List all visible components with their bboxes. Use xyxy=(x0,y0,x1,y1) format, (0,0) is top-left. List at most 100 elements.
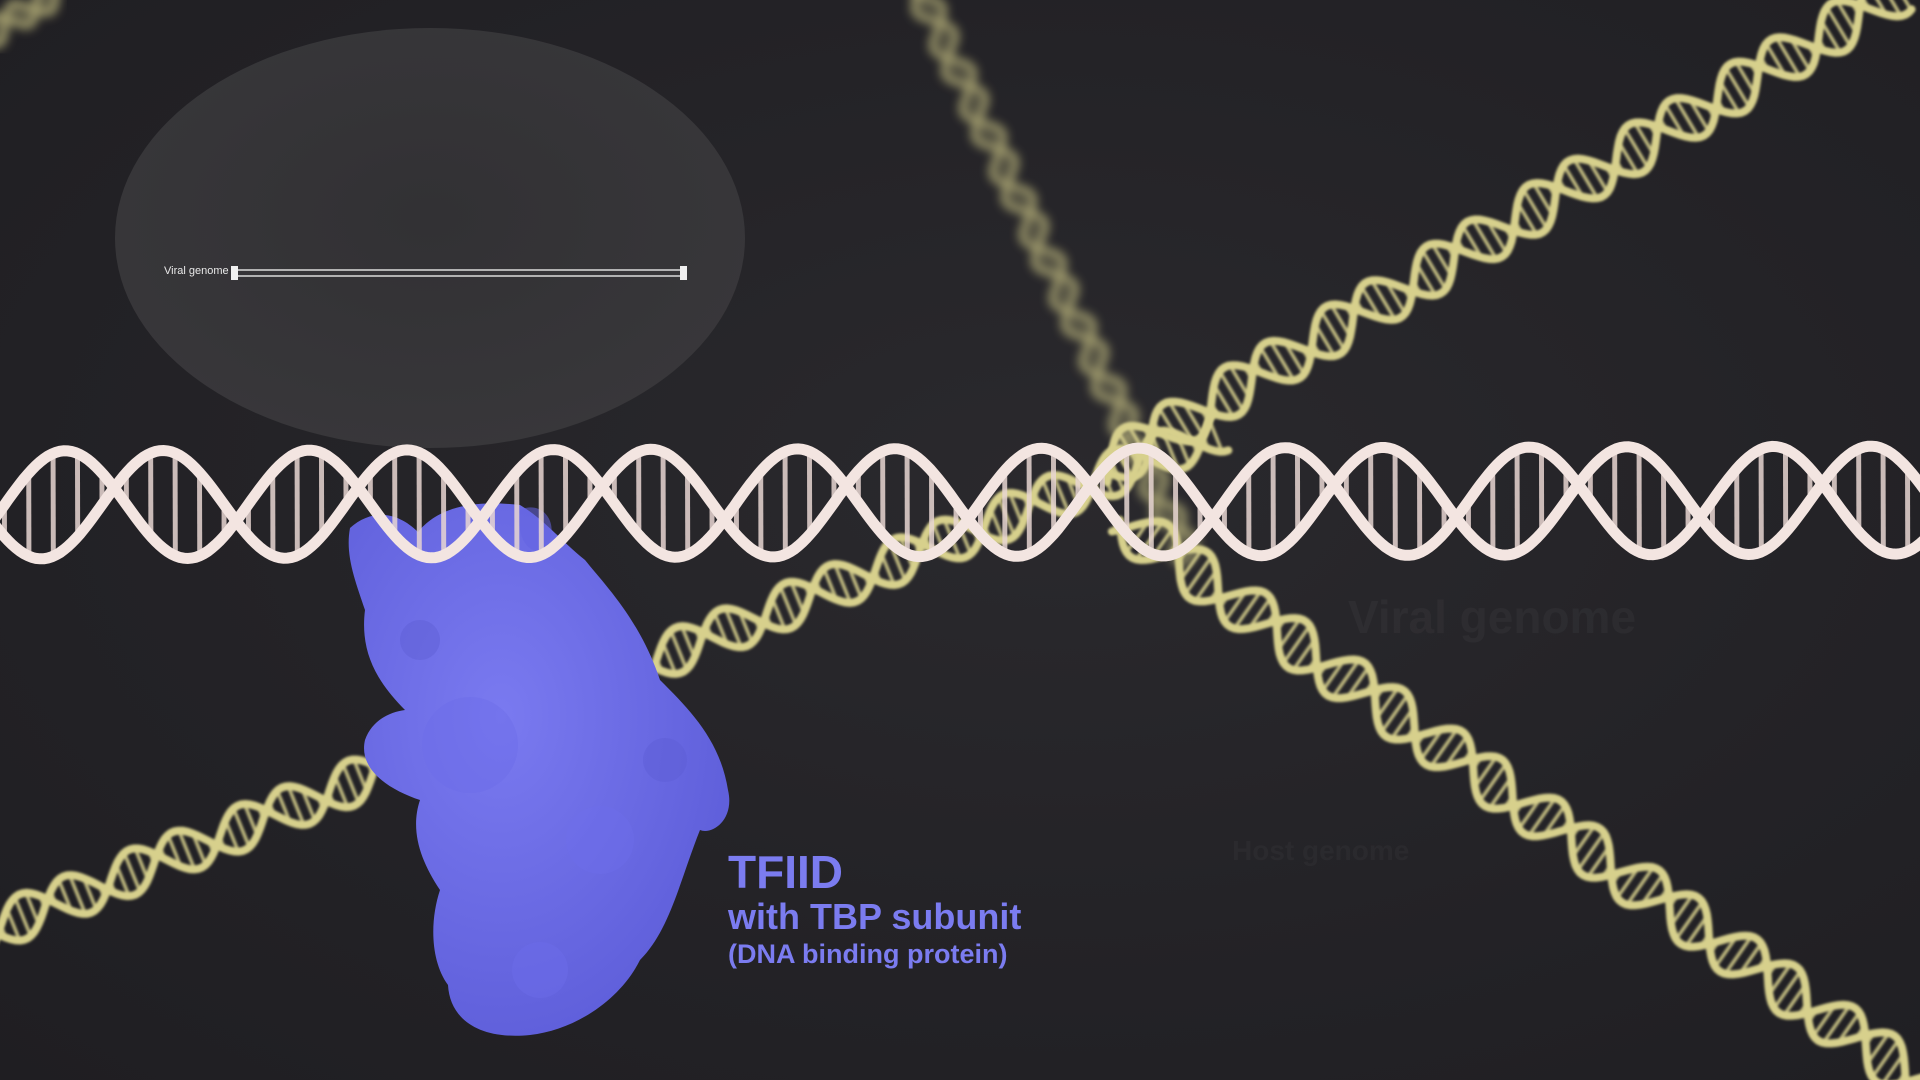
dna-base-pair xyxy=(1329,303,1352,338)
host-dna-strand-upper xyxy=(1096,0,1916,487)
dna-base-pair xyxy=(1640,873,1665,906)
faded-viral-genome-label: Viral genome xyxy=(1348,590,1636,644)
dna-base-pair xyxy=(1461,224,1484,259)
dna-backbone-b xyxy=(0,440,1920,565)
dna-base-pair xyxy=(778,585,798,626)
dna-base-pair xyxy=(1291,638,1317,671)
dna-base-pair xyxy=(1576,831,1606,872)
dna-base-pair xyxy=(1615,866,1640,899)
dna-base-pair xyxy=(1811,1004,1837,1037)
genome-inset-panel xyxy=(115,28,745,448)
dna-base-pair xyxy=(1767,962,1793,996)
dna-base-pair xyxy=(1516,201,1539,236)
dna-base-pair xyxy=(1193,569,1218,602)
dna-base-pair xyxy=(1277,617,1302,650)
viral-dna-strand xyxy=(0,440,1920,565)
dna-base-pair xyxy=(1096,381,1122,396)
dna-base-pair xyxy=(1622,127,1650,169)
dna-base-pair xyxy=(1684,914,1709,948)
dna-base-pair xyxy=(1669,893,1694,927)
dna-base-pair xyxy=(1429,728,1459,768)
dna-base-pair xyxy=(1889,0,1903,17)
dna-base-pair xyxy=(1562,164,1585,198)
protein-caption-title: TFIID xyxy=(728,846,843,898)
dna-base-pair xyxy=(1866,1032,1891,1065)
dna-base-pair xyxy=(1882,1052,1905,1080)
dna-base-pair xyxy=(1825,6,1852,48)
dna-base-pair xyxy=(1420,249,1448,291)
dna-base-pair xyxy=(1359,285,1382,320)
dna-backbone-a xyxy=(1116,516,1910,1080)
dna-backbone-a xyxy=(1096,0,1866,482)
dna-base-pair xyxy=(1688,98,1711,133)
dna-base-pair xyxy=(1021,223,1047,238)
dna-base-pair xyxy=(1713,935,1739,968)
dna-base-pair xyxy=(1419,728,1444,761)
dna-base-pair xyxy=(1375,686,1400,720)
dna-base-pair xyxy=(38,0,50,14)
dna-base-pair xyxy=(1179,548,1204,581)
dna-base-pair xyxy=(712,612,729,645)
dna-base-pair xyxy=(1673,97,1701,139)
dna-base-pair xyxy=(45,0,55,11)
faded-host-genome-label: Host genome xyxy=(1232,835,1409,867)
dna-base-pair xyxy=(1633,121,1656,156)
dna-base-pair xyxy=(1218,370,1245,412)
dna-backbone-b xyxy=(1103,0,1916,487)
protein-caption: TFIID with TBP subunit (DNA binding prot… xyxy=(728,846,1022,969)
dna-base-pair xyxy=(1903,0,1913,11)
protein-caption-subtitle: with TBP subunit xyxy=(728,896,1022,938)
dna-base-pair xyxy=(1444,735,1469,768)
dna-base-pair xyxy=(1167,400,1195,442)
dna-base-pair xyxy=(1319,309,1347,351)
dna-base-pair xyxy=(122,852,142,893)
dna-base-pair xyxy=(1111,413,1137,428)
dna-base-pair xyxy=(1674,900,1704,941)
dna-base-pair xyxy=(1370,279,1397,321)
dna-base-pair xyxy=(67,874,87,915)
inset-track-label: Viral genome xyxy=(164,265,229,277)
dna-base-pair xyxy=(1542,804,1567,837)
dna-base-pair xyxy=(991,160,1017,175)
dna-base-pair xyxy=(1283,341,1306,376)
dna-base-pair xyxy=(1521,188,1549,230)
dna-base-pair xyxy=(946,65,972,80)
dna-base-pair xyxy=(1587,159,1610,194)
dna-base-pair xyxy=(931,33,957,48)
dna-base-pair xyxy=(1870,1038,1901,1079)
dna-base-pair xyxy=(1774,36,1802,78)
dna-base-pair xyxy=(1081,349,1107,364)
dna-base-pair xyxy=(1485,220,1508,254)
dna-base-pair xyxy=(341,763,361,804)
dna-backbone-a xyxy=(0,0,59,48)
dna-base-pair xyxy=(1835,0,1858,34)
dna-base-pair xyxy=(1724,67,1751,109)
dna-base-pair xyxy=(1772,969,1802,1010)
dna-base-pair xyxy=(1389,707,1415,740)
dna-base-pair xyxy=(1531,182,1555,216)
dna-base-pair xyxy=(1734,60,1757,95)
dna-base-pair xyxy=(1782,983,1807,1017)
dna-base-pair xyxy=(177,829,197,871)
dna-base-pair xyxy=(1819,19,1842,54)
dna-base-pair xyxy=(12,2,29,27)
dna-base-pair xyxy=(286,785,306,826)
dna-base-pair xyxy=(1268,340,1296,382)
dna-base-pair xyxy=(833,563,853,604)
dna-backbone-b xyxy=(0,0,40,29)
tfiid-protein xyxy=(348,503,730,1036)
dna-base-pair xyxy=(1517,797,1542,830)
dna-base-pair xyxy=(1247,596,1272,630)
dna-base-pair xyxy=(1571,824,1596,858)
dna-base-pair xyxy=(1625,866,1655,906)
dna-base-pair xyxy=(1723,935,1753,975)
dna-base-pair xyxy=(723,607,743,648)
dna-base-pair xyxy=(1617,141,1640,175)
dna-base-pair xyxy=(1212,384,1235,418)
dna-base-pair xyxy=(1182,402,1205,436)
dna-backbone-a xyxy=(0,440,1920,565)
dna-base-pair xyxy=(1313,323,1336,357)
dna-base-pair xyxy=(976,128,1002,143)
dna-base-pair xyxy=(1036,255,1062,269)
